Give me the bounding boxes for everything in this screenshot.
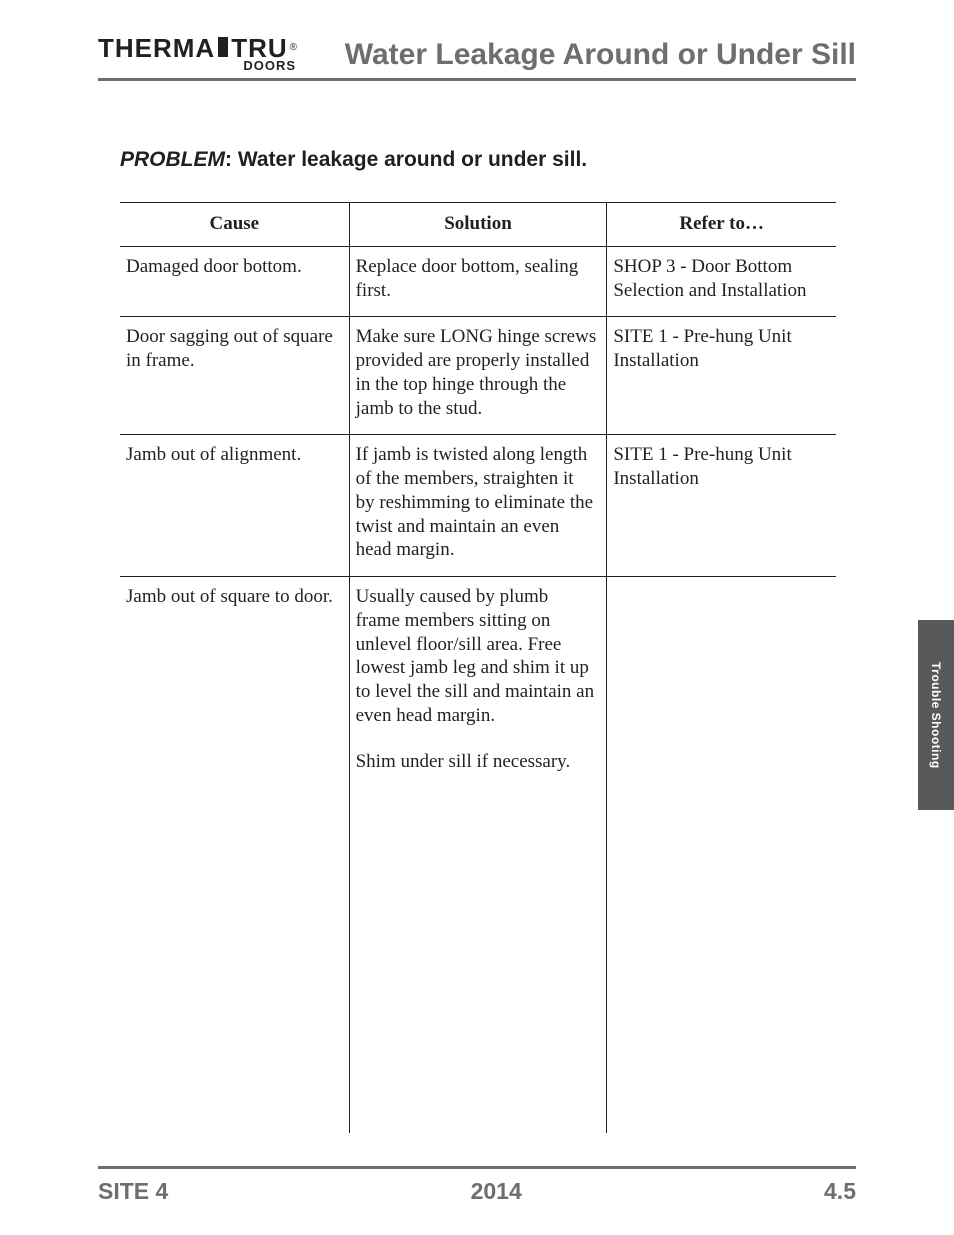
cell-solution: Replace door bottom, sealing first. bbox=[349, 246, 607, 317]
solution-text: If jamb is twisted along length of the m… bbox=[356, 443, 597, 562]
cell-refer: SHOP 3 - Door Bottom Selection and Insta… bbox=[607, 246, 836, 317]
section-tab: Trouble Shooting bbox=[918, 620, 954, 810]
footer-center: 2014 bbox=[471, 1178, 522, 1205]
table-row: Damaged door bottom. Replace door bottom… bbox=[120, 246, 836, 317]
cell-cause: Jamb out of alignment. bbox=[120, 435, 349, 577]
footer-left: SITE 4 bbox=[98, 1178, 168, 1205]
cell-refer bbox=[607, 577, 836, 1134]
cell-cause: Door sagging out of square in frame. bbox=[120, 317, 349, 435]
content-area: PROBLEM: Water leakage around or under s… bbox=[120, 148, 836, 1133]
problem-label: PROBLEM bbox=[120, 148, 225, 171]
cell-solution: Make sure LONG hinge screws provided are… bbox=[349, 317, 607, 435]
troubleshooting-table: Cause Solution Refer to… Damaged door bo… bbox=[120, 202, 836, 1133]
problem-text: : Water leakage around or under sill. bbox=[225, 148, 587, 171]
logo-square-icon bbox=[218, 37, 228, 57]
footer-rule bbox=[98, 1166, 856, 1169]
col-solution: Solution bbox=[349, 203, 607, 247]
cell-refer: SITE 1 - Pre-hung Unit Installation bbox=[607, 317, 836, 435]
table-header-row: Cause Solution Refer to… bbox=[120, 203, 836, 247]
logo-registered: ® bbox=[290, 43, 298, 53]
logo-line2: DOORS bbox=[243, 59, 296, 72]
problem-statement: PROBLEM: Water leakage around or under s… bbox=[120, 148, 836, 172]
brand-logo: THERMA TRU ® DOORS bbox=[98, 35, 298, 72]
solution-text: Replace door bottom, sealing first. bbox=[356, 255, 597, 303]
table-row: Jamb out of alignment. If jamb is twiste… bbox=[120, 435, 836, 577]
cell-refer: SITE 1 - Pre-hung Unit Installation bbox=[607, 435, 836, 577]
footer-right: 4.5 bbox=[824, 1178, 856, 1205]
logo-text-a: THERMA bbox=[98, 35, 215, 61]
cell-cause: Damaged door bottom. bbox=[120, 246, 349, 317]
solution-text: Usually caused by plumb frame members si… bbox=[356, 585, 597, 728]
col-cause: Cause bbox=[120, 203, 349, 247]
table-row: Jamb out of square to door. Usually caus… bbox=[120, 577, 836, 1134]
col-refer: Refer to… bbox=[607, 203, 836, 247]
cell-solution: If jamb is twisted along length of the m… bbox=[349, 435, 607, 577]
solution-text-2: Shim under sill if necessary. bbox=[356, 750, 597, 774]
page-footer: SITE 4 2014 4.5 bbox=[98, 1178, 856, 1205]
section-tab-label: Trouble Shooting bbox=[929, 662, 943, 769]
table-row: Door sagging out of square in frame. Mak… bbox=[120, 317, 836, 435]
page-header: THERMA TRU ® DOORS Water Leakage Around … bbox=[98, 35, 856, 81]
cell-cause: Jamb out of square to door. bbox=[120, 577, 349, 1134]
solution-text: Make sure LONG hinge screws provided are… bbox=[356, 325, 597, 420]
cell-solution: Usually caused by plumb frame members si… bbox=[349, 577, 607, 1134]
page-title: Water Leakage Around or Under Sill bbox=[345, 38, 856, 72]
